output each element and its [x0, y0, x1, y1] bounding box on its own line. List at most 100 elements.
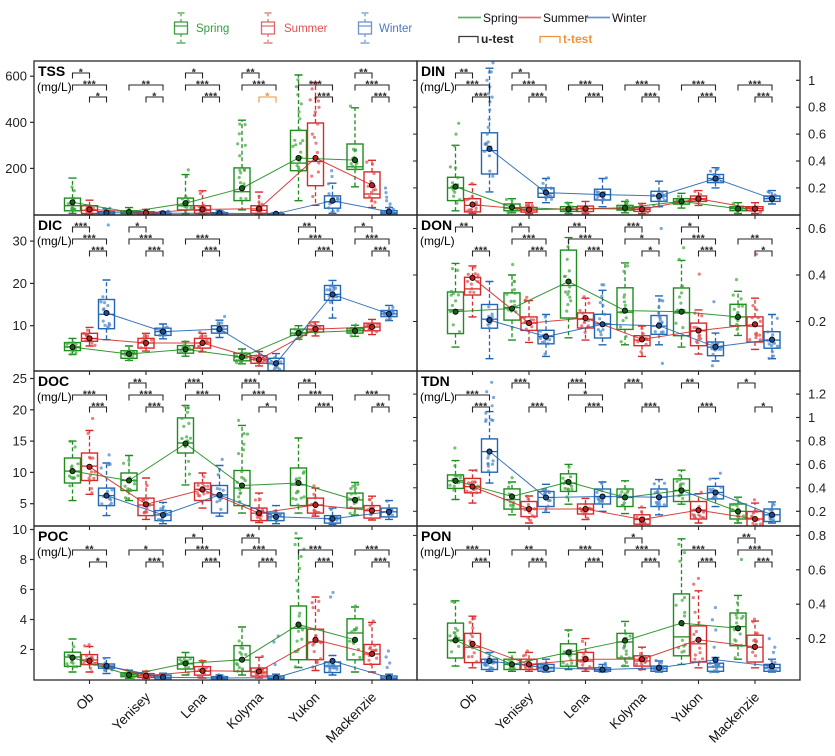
svg-text:***: ***	[748, 79, 762, 91]
svg-text:***: ***	[309, 389, 323, 401]
svg-text:0.2: 0.2	[808, 504, 826, 519]
svg-text:8: 8	[20, 552, 27, 567]
svg-text:***: ***	[196, 79, 210, 91]
svg-text:*: *	[583, 389, 588, 401]
svg-text:0.8: 0.8	[808, 528, 826, 543]
svg-text:0.8: 0.8	[808, 433, 826, 448]
svg-text:***: ***	[317, 91, 331, 103]
svg-text:**: **	[246, 532, 255, 544]
svg-text:*: *	[265, 401, 270, 413]
svg-text:*: *	[518, 221, 523, 233]
svg-text:0.4: 0.4	[808, 597, 826, 612]
svg-text:***: ***	[531, 91, 545, 103]
svg-text:5: 5	[20, 496, 27, 511]
svg-text:***: ***	[139, 233, 153, 245]
svg-text:***: ***	[757, 556, 771, 568]
svg-text:**: **	[525, 544, 534, 556]
svg-text:Summer: Summer	[543, 11, 588, 25]
svg-text:200: 200	[5, 161, 27, 176]
svg-text:***: ***	[474, 91, 488, 103]
svg-text:***: ***	[579, 233, 593, 245]
svg-text:***: ***	[474, 556, 488, 568]
svg-text:***: ***	[317, 556, 331, 568]
svg-text:*: *	[135, 221, 140, 233]
svg-text:***: ***	[644, 91, 658, 103]
svg-text:*: *	[361, 221, 366, 233]
svg-text:***: ***	[531, 401, 545, 413]
svg-text:***: ***	[644, 556, 658, 568]
svg-text:***: ***	[365, 389, 379, 401]
svg-text:***: ***	[374, 556, 388, 568]
svg-text:***: ***	[91, 245, 105, 257]
svg-text:***: ***	[700, 401, 714, 413]
svg-text:30: 30	[13, 234, 27, 249]
svg-text:POC: POC	[38, 528, 68, 544]
svg-text:(mg/L): (mg/L)	[420, 545, 455, 559]
svg-text:***: ***	[635, 79, 649, 91]
svg-text:***: ***	[309, 544, 323, 556]
svg-text:0.4: 0.4	[808, 154, 826, 169]
svg-text:6: 6	[20, 582, 27, 597]
svg-text:***: ***	[627, 377, 641, 389]
svg-text:***: ***	[587, 91, 601, 103]
svg-text:***: ***	[587, 556, 601, 568]
svg-text:0.6: 0.6	[808, 562, 826, 577]
svg-text:***: ***	[466, 544, 480, 556]
svg-text:*: *	[648, 245, 653, 257]
svg-text:***: ***	[474, 401, 488, 413]
svg-text:20: 20	[13, 276, 27, 291]
svg-text:***: ***	[579, 79, 593, 91]
svg-text:Spring: Spring	[196, 23, 229, 35]
svg-text:*: *	[144, 544, 149, 556]
svg-text:***: ***	[204, 556, 218, 568]
svg-text:*: *	[192, 67, 197, 79]
svg-text:0.4: 0.4	[808, 268, 826, 283]
svg-text:***: ***	[148, 401, 162, 413]
svg-text:***: ***	[365, 233, 379, 245]
svg-text:*: *	[761, 245, 766, 257]
svg-text:***: ***	[700, 556, 714, 568]
svg-text:***: ***	[627, 221, 641, 233]
svg-text:***: ***	[522, 79, 536, 91]
svg-text:*: *	[79, 67, 84, 79]
svg-text:(mg/L): (mg/L)	[37, 234, 72, 248]
svg-text:**: **	[573, 221, 582, 233]
svg-text:***: ***	[466, 389, 480, 401]
svg-text:0.6: 0.6	[808, 127, 826, 142]
svg-text:1: 1	[808, 410, 815, 425]
svg-text:*: *	[96, 91, 101, 103]
svg-text:***: ***	[365, 79, 379, 91]
svg-text:***: ***	[83, 233, 97, 245]
svg-text:*: *	[744, 377, 749, 389]
svg-text:(mg/L): (mg/L)	[37, 390, 72, 404]
svg-text:***: ***	[252, 79, 266, 91]
svg-text:*: *	[688, 221, 693, 233]
svg-text:0.6: 0.6	[808, 221, 826, 236]
svg-text:**: **	[742, 532, 751, 544]
svg-text:***: ***	[757, 91, 771, 103]
svg-text:***: ***	[570, 377, 584, 389]
svg-text:*: *	[265, 91, 270, 103]
svg-text:***: ***	[204, 91, 218, 103]
svg-text:20: 20	[13, 402, 27, 417]
svg-text:***: ***	[692, 544, 706, 556]
svg-text:**: **	[460, 67, 469, 79]
svg-text:0.2: 0.2	[808, 180, 826, 195]
svg-text:***: ***	[692, 233, 706, 245]
svg-text:***: ***	[187, 377, 201, 389]
svg-text:0.8: 0.8	[808, 100, 826, 115]
svg-text:***: ***	[748, 544, 762, 556]
svg-text:0.6: 0.6	[808, 457, 826, 472]
svg-text:(mg/L): (mg/L)	[37, 80, 72, 94]
svg-text:**: **	[142, 79, 151, 91]
svg-text:***: ***	[317, 245, 331, 257]
svg-text:DIN: DIN	[421, 63, 445, 79]
svg-text:**: **	[133, 377, 142, 389]
svg-text:0.4: 0.4	[808, 480, 826, 495]
svg-text:Winter: Winter	[379, 23, 412, 35]
svg-text:***: ***	[700, 245, 714, 257]
svg-text:***: ***	[309, 79, 323, 91]
svg-text:0.2: 0.2	[808, 314, 826, 329]
svg-text:2: 2	[20, 642, 27, 657]
svg-text:**: **	[246, 67, 255, 79]
